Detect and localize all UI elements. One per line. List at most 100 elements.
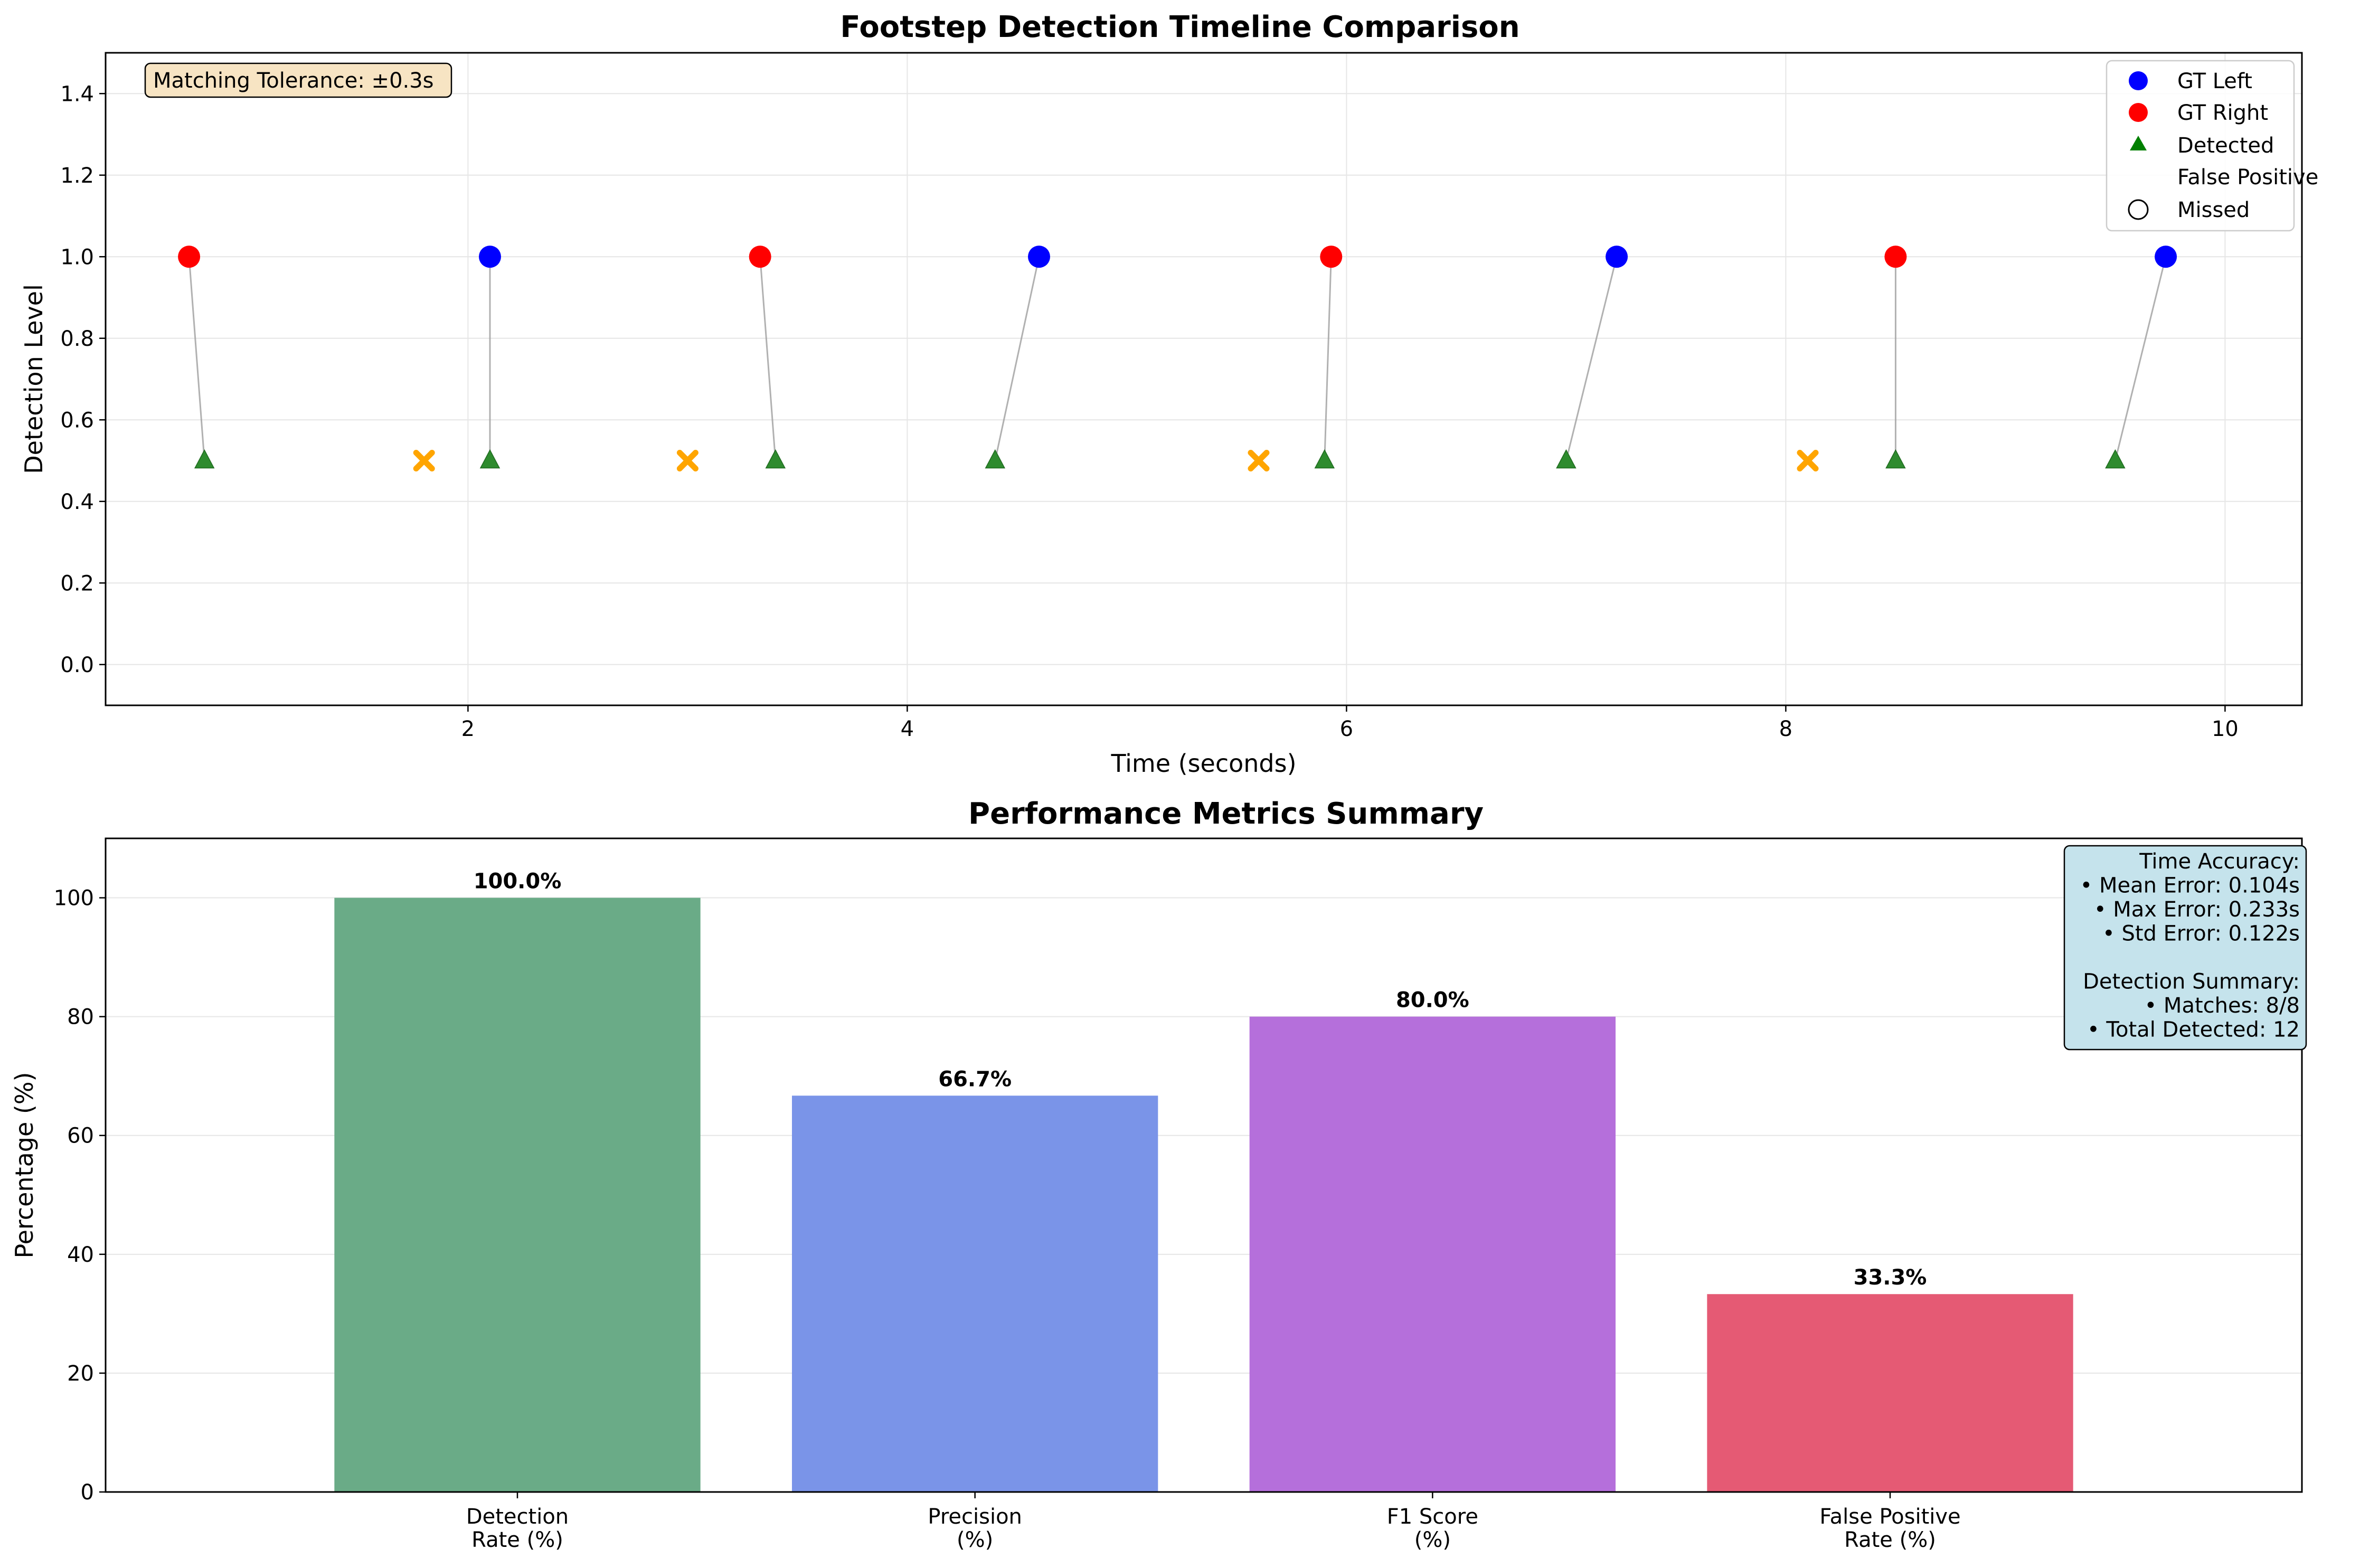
legend-detected-marker <box>2130 136 2147 150</box>
metric-bar <box>1249 1016 1616 1492</box>
metrics-y-tick-label: 0 <box>81 1480 94 1505</box>
timeline-y-tick-label: 0.0 <box>60 653 94 677</box>
metrics-title: Performance Metrics Summary <box>968 797 1484 831</box>
metrics-y-tick-label: 100 <box>54 886 94 911</box>
match-line <box>2114 256 2167 461</box>
timeline-y-tick-label: 0.6 <box>60 408 94 432</box>
info-box-line: • Mean Error: 0.104s <box>2080 874 2300 898</box>
timeline-y-tick-label: 1.0 <box>60 245 94 269</box>
gt-left-point <box>2155 245 2177 268</box>
timeline-y-tick-label: 1.4 <box>60 82 94 106</box>
legend-detected: Detected <box>2177 134 2274 158</box>
timeline-chart: Footstep Detection Timeline Comparison 2… <box>20 10 2318 778</box>
info-box-line: • Max Error: 0.233s <box>2094 898 2300 922</box>
detected-point <box>2105 449 2126 469</box>
gt-right-point <box>1320 245 1343 268</box>
legend-gt-left: GT Left <box>2177 69 2252 93</box>
metrics-y-tick-label: 20 <box>67 1362 94 1386</box>
metrics-x-tick-label: Detection <box>466 1505 569 1529</box>
metrics-x-tick-label: (%) <box>1414 1528 1451 1552</box>
timeline-x-ticks: 2 4 6 8 10 <box>461 705 2239 741</box>
metrics-x-tick-label: False Positive <box>1819 1505 1960 1529</box>
false-positive-point <box>1248 450 1270 471</box>
detected-point <box>1556 449 1577 469</box>
false-positive-point <box>1797 450 1819 471</box>
false-positive-stroke <box>1248 450 1270 471</box>
metrics-x-tick-label: Rate (%) <box>1844 1528 1936 1552</box>
metrics-chart: Performance Metrics Summary 100.0% 66.7% 8… <box>10 797 2307 1552</box>
metric-bar <box>334 898 701 1492</box>
gt-right-point <box>749 245 771 268</box>
false-positive-point <box>413 450 435 471</box>
timeline-x-label: Time (seconds) <box>1110 749 1296 778</box>
metric-bar-value-label: 66.7% <box>938 1067 1012 1091</box>
match-line <box>188 257 205 461</box>
legend-false-positive: False Positive <box>2177 165 2318 190</box>
legend-gt-right-marker <box>2129 103 2148 122</box>
timeline-y-label: Detection Level <box>20 284 48 474</box>
metrics-plot-frame <box>105 837 2303 1493</box>
match-line <box>994 256 1040 461</box>
gt-right-point <box>1884 245 1907 268</box>
info-box-line: Detection Summary: <box>2083 970 2300 994</box>
metrics-y-tick-label: 80 <box>67 1005 94 1029</box>
metrics-bars: 100.0% 66.7% 80.0% 33.3% <box>334 870 2073 1492</box>
metric-bar-value-label: 33.3% <box>1854 1265 1927 1290</box>
gt-left-point <box>1028 245 1050 268</box>
metrics-x-tick-label: Precision <box>928 1505 1022 1529</box>
metrics-y-label: Percentage (%) <box>10 1072 39 1259</box>
tolerance-annotation: Matching Tolerance: ±0.3s <box>144 62 452 98</box>
info-box-line: • Matches: 8/8 <box>2145 994 2300 1018</box>
metric-bar <box>792 1095 1158 1492</box>
tolerance-text: Matching Tolerance: ±0.3s <box>153 69 434 93</box>
metric-bar-value-label: 100.0% <box>474 870 562 894</box>
match-lines <box>188 256 2167 461</box>
detected-point <box>1885 449 1906 469</box>
metric-bar <box>1707 1294 2073 1492</box>
info-box-line: Time Accuracy: <box>2139 849 2300 874</box>
gt-left-point <box>479 245 501 268</box>
legend-gt-left-marker <box>2129 71 2148 90</box>
timeline-legend: GT Left GT Right Detected False Positive… <box>2106 60 2318 232</box>
timeline-x-tick-label: 6 <box>1340 717 1353 741</box>
false-positive-stroke <box>676 450 698 471</box>
timeline-plot-frame <box>105 52 2303 706</box>
false-positive-stroke <box>1797 450 1819 471</box>
detected-point <box>194 449 215 469</box>
metrics-x-tick-label: (%) <box>957 1528 993 1552</box>
match-line <box>759 257 777 461</box>
info-box-line: • Total Detected: 12 <box>2087 1018 2300 1042</box>
info-box: Time Accuracy:• Mean Error: 0.104s• Max … <box>2063 845 2307 1051</box>
legend-gt-right: GT Right <box>2177 101 2268 125</box>
false-positive-point <box>676 450 698 471</box>
metrics-x-tick-label: F1 Score <box>1387 1505 1478 1529</box>
timeline-title: Footstep Detection Timeline Comparison <box>840 10 1519 44</box>
detected-point <box>479 449 501 469</box>
detected-point <box>1314 449 1335 469</box>
false-positive-stroke <box>413 450 435 471</box>
metrics-y-tick-label: 60 <box>67 1124 94 1148</box>
timeline-x-tick-label: 4 <box>901 717 914 741</box>
timeline-x-tick-label: 10 <box>2212 717 2239 741</box>
info-box-line: • Std Error: 0.122s <box>2102 922 2300 946</box>
timeline-x-tick-label: 8 <box>1779 717 1792 741</box>
timeline-y-tick-label: 0.4 <box>60 490 94 514</box>
timeline-y-ticks: 0.0 0.2 0.4 0.6 0.8 1.0 1.2 1.4 <box>60 82 106 677</box>
timeline-y-tick-label: 0.2 <box>60 571 94 596</box>
timeline-y-tick-label: 1.2 <box>60 164 94 188</box>
metrics-y-ticks: 0 20 40 60 80 100 <box>54 886 106 1505</box>
gt-right-point <box>178 245 201 268</box>
legend-missed-marker <box>2128 199 2149 220</box>
timeline-y-tick-label: 0.8 <box>60 327 94 351</box>
timeline-x-tick-label: 2 <box>461 717 475 741</box>
metrics-x-tick-label: Rate (%) <box>471 1528 563 1552</box>
detected-point <box>985 449 1006 469</box>
match-line <box>1565 256 1618 461</box>
metric-bar-value-label: 80.0% <box>1396 988 1469 1013</box>
detected-point <box>765 449 786 469</box>
timeline-points <box>178 245 2177 471</box>
metrics-y-tick-label: 40 <box>67 1243 94 1267</box>
match-line <box>1324 257 1332 461</box>
